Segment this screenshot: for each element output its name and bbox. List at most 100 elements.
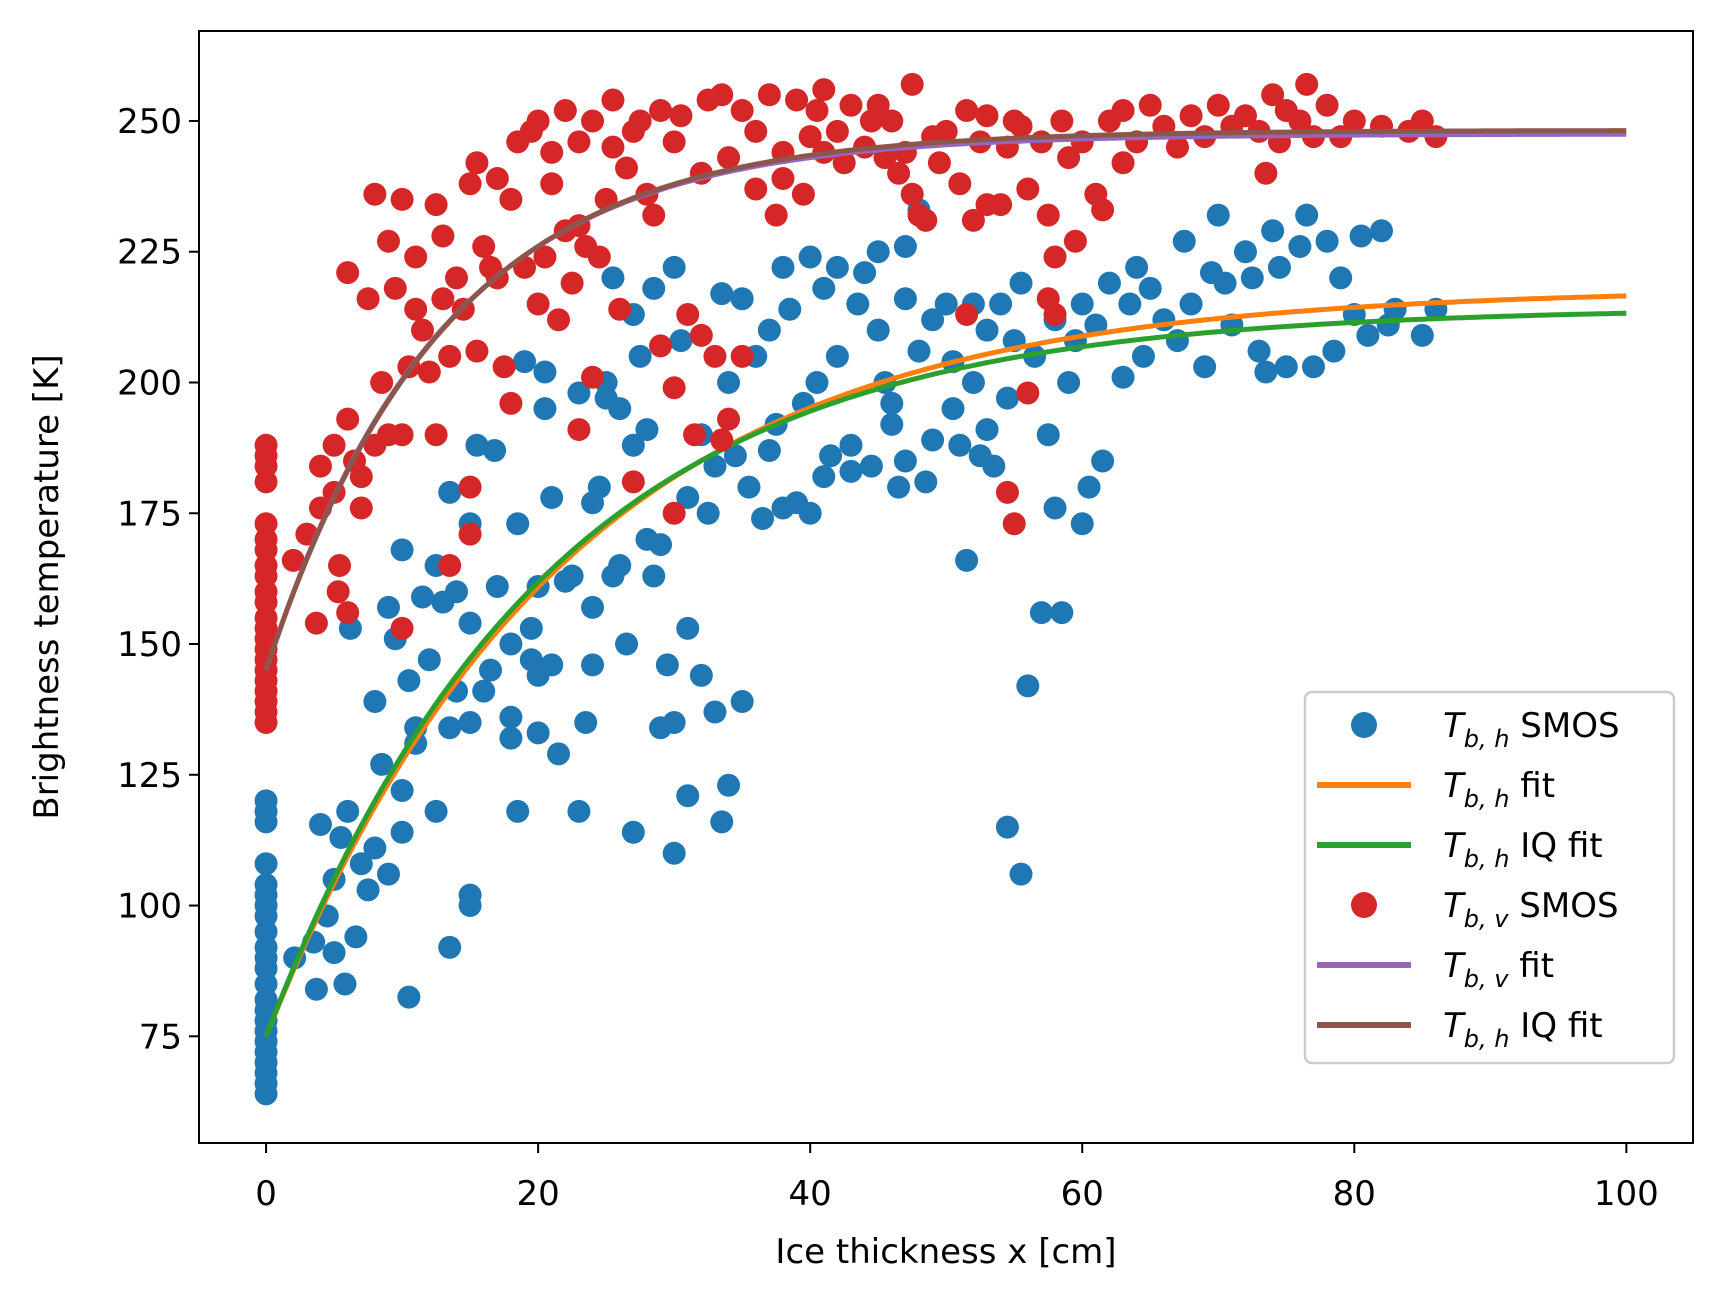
data-point [1097, 271, 1121, 295]
data-point [662, 376, 686, 400]
data-point [363, 690, 387, 714]
data-point [615, 156, 639, 180]
data-point [465, 339, 489, 363]
data-point [1233, 240, 1257, 264]
data-point [1002, 512, 1026, 536]
data-point [914, 208, 938, 232]
data-point [989, 292, 1013, 316]
data-point [744, 119, 768, 143]
data-point [961, 208, 985, 232]
data-point [989, 193, 1013, 217]
data-point [1009, 862, 1033, 886]
data-point [941, 397, 965, 421]
data-point [676, 784, 700, 808]
data-point [662, 710, 686, 734]
data-point [1057, 370, 1081, 394]
data-point [567, 130, 591, 154]
data-point [1410, 323, 1434, 347]
data-point [390, 538, 414, 562]
data-point [1315, 229, 1339, 253]
data-point [1070, 292, 1094, 316]
data-point [254, 852, 278, 876]
data-point [1315, 93, 1339, 117]
data-point [655, 653, 679, 677]
data-point [676, 302, 700, 326]
data-point [1213, 271, 1237, 295]
data-point [893, 449, 917, 473]
data-point [472, 679, 496, 703]
data-point [1193, 355, 1217, 379]
data-point [506, 799, 530, 823]
data-point [948, 433, 972, 457]
data-point [832, 151, 856, 175]
data-point [370, 752, 394, 776]
data-point [730, 690, 754, 714]
data-point [567, 799, 591, 823]
data-point [642, 564, 666, 588]
data-point [304, 977, 328, 1001]
data-point [1261, 83, 1285, 107]
data-point [703, 344, 727, 368]
data-point [662, 841, 686, 865]
y-tick-label: 150 [117, 625, 182, 665]
data-point [995, 815, 1019, 839]
data-point [601, 88, 625, 112]
data-point [717, 146, 741, 170]
data-point [1091, 198, 1115, 222]
data-point [1009, 114, 1033, 138]
data-point [458, 475, 482, 499]
y-tick-label: 175 [117, 494, 182, 534]
data-point [628, 344, 652, 368]
data-point [417, 648, 441, 672]
data-point [472, 234, 496, 258]
legend-item: Tb, v SMOS [1351, 886, 1619, 933]
data-point [533, 397, 557, 421]
data-point [410, 318, 434, 342]
data-point [717, 407, 741, 431]
data-point [887, 161, 911, 185]
data-point [458, 611, 482, 635]
data-point [581, 365, 605, 389]
data-point [553, 99, 577, 123]
data-point [344, 925, 368, 949]
data-point [363, 182, 387, 206]
y-tick-label: 75 [139, 1017, 182, 1057]
y-tick-label: 225 [117, 233, 182, 273]
data-point [676, 486, 700, 510]
data-point [649, 334, 673, 358]
data-point [397, 669, 421, 693]
data-point [499, 187, 523, 211]
data-point [1036, 203, 1060, 227]
data-point [547, 308, 571, 332]
data-point [322, 941, 346, 965]
data-point [458, 894, 482, 918]
fit-line [263, 293, 1627, 1038]
data-point [975, 418, 999, 442]
data-point [499, 705, 523, 729]
data-point [853, 261, 877, 285]
data-point [995, 386, 1019, 410]
data-point [1369, 219, 1393, 243]
data-point [778, 297, 802, 321]
data-point [859, 454, 883, 478]
data-point [1274, 355, 1298, 379]
data-point [921, 428, 945, 452]
data-point [615, 632, 639, 656]
x-tick-label: 60 [1061, 1174, 1104, 1214]
data-point [363, 836, 387, 860]
data-point [1322, 339, 1346, 363]
data-point [880, 109, 904, 133]
data-point [333, 972, 357, 996]
data-point [519, 616, 543, 640]
data-point [730, 287, 754, 311]
axes-frame [198, 30, 1694, 1144]
y-tick-label: 200 [117, 363, 182, 403]
data-point [1329, 266, 1353, 290]
legend-label: Tb, h IQ fit [1443, 826, 1603, 873]
legend-item: Tb, v fit [1317, 946, 1554, 993]
legend-marker [1351, 712, 1377, 738]
data-point [1383, 297, 1407, 321]
data-point [465, 433, 489, 457]
data-point [587, 475, 611, 499]
data-point [1043, 302, 1067, 326]
